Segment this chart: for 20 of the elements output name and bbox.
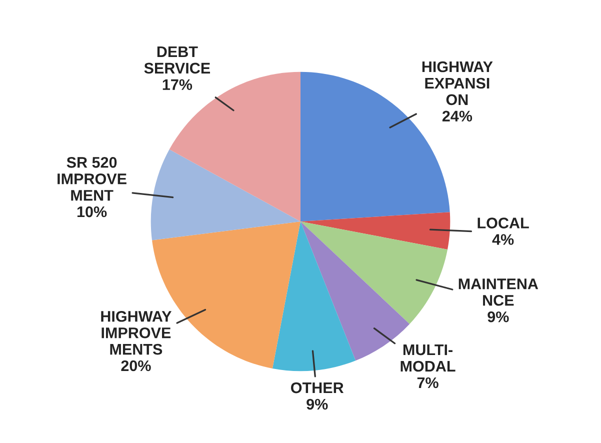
data-label: 7% bbox=[417, 377, 438, 388]
data-label: 10% bbox=[77, 206, 107, 218]
slice-label: OTHER bbox=[291, 382, 344, 394]
slice-label: MAINTENA NCE bbox=[458, 278, 538, 306]
data-label: 4% bbox=[492, 234, 514, 245]
slice-label: LOCAL bbox=[478, 218, 529, 228]
slice-label: SR 520 IMPROVE MENT bbox=[58, 157, 126, 201]
pie-slice bbox=[300, 222, 448, 324]
pie-slice bbox=[300, 212, 450, 250]
slice-label: MULTI- MODAL bbox=[400, 344, 456, 372]
pie-slice bbox=[272, 222, 356, 372]
data-label: 9% bbox=[488, 311, 509, 322]
slice-label: HIGHWAY IMPROVE MENTS bbox=[101, 310, 172, 355]
data-label: 20% bbox=[121, 360, 151, 372]
data-label: 24% bbox=[442, 110, 472, 122]
slice-label: HIGHWAY EXPANSI ON bbox=[422, 61, 493, 106]
data-label: 17% bbox=[162, 79, 192, 90]
pie-slice bbox=[150, 149, 300, 240]
slice-label: DEBT SERVICE bbox=[144, 46, 210, 74]
data-label: 9% bbox=[306, 398, 328, 410]
